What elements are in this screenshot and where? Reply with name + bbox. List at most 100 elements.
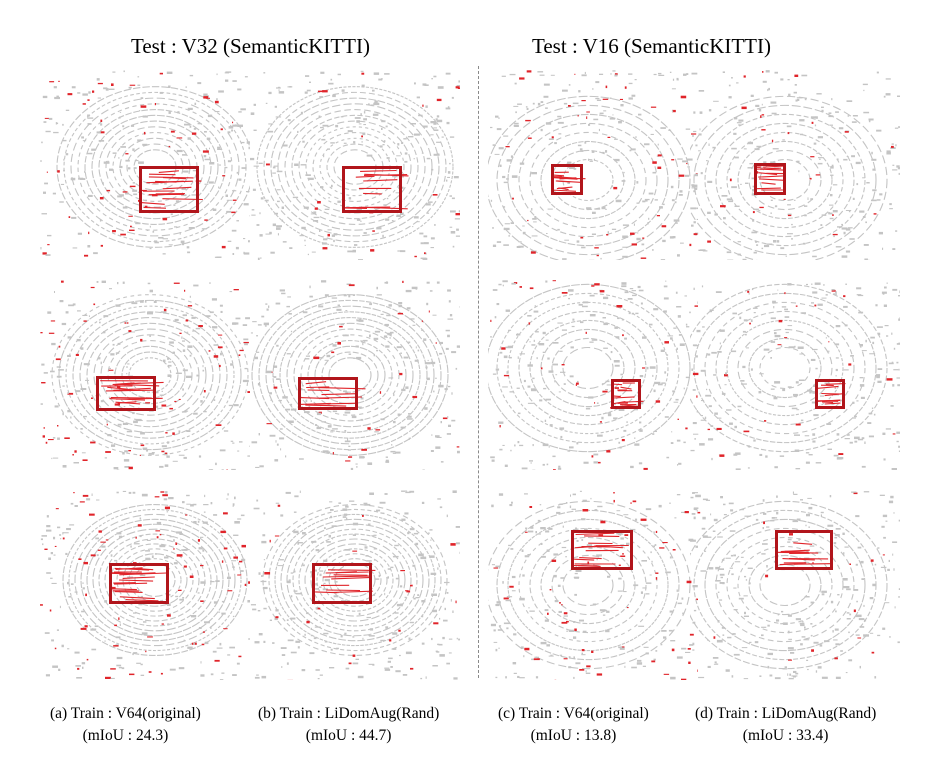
cloud-point xyxy=(349,500,355,502)
cloud-point xyxy=(122,125,125,128)
cloud-point xyxy=(130,125,135,127)
cloud-point xyxy=(834,628,839,631)
scan-ring xyxy=(496,292,680,444)
cloud-point xyxy=(862,83,868,86)
cloud-point xyxy=(810,358,816,361)
cloud-point xyxy=(877,380,882,383)
cloud-point xyxy=(570,346,574,349)
cloud-point xyxy=(669,236,674,239)
cloud-point xyxy=(435,118,438,121)
error-point xyxy=(553,469,556,470)
cloud-point xyxy=(897,641,900,644)
cloud-point xyxy=(80,428,83,430)
cloud-point xyxy=(674,201,677,204)
error-point xyxy=(529,287,534,290)
cloud-point xyxy=(448,300,451,303)
cloud-point xyxy=(811,283,813,285)
cloud-point xyxy=(183,639,185,641)
cloud-point xyxy=(654,199,658,201)
cloud-point xyxy=(715,580,721,582)
scan-ring xyxy=(690,95,888,260)
cloud-point xyxy=(521,549,524,552)
cloud-point xyxy=(638,289,644,292)
error-point xyxy=(140,105,147,108)
scan-ring xyxy=(270,97,440,237)
error-point xyxy=(529,506,533,508)
cloud-point xyxy=(603,296,609,300)
cloud-point xyxy=(50,370,55,373)
scan-ring xyxy=(518,527,658,643)
cloud-point xyxy=(253,507,260,510)
cloud-point xyxy=(799,119,805,122)
cloud-point xyxy=(146,229,149,231)
cloud-point xyxy=(787,647,794,650)
cloud-point xyxy=(810,623,813,625)
cloud-point xyxy=(273,365,278,368)
cloud-point xyxy=(856,287,862,290)
cloud-point xyxy=(440,421,442,424)
cloud-point xyxy=(352,522,359,526)
cloud-point xyxy=(692,649,695,651)
cloud-point xyxy=(733,653,740,656)
cloud-point xyxy=(408,413,411,415)
highlight-box xyxy=(754,163,786,195)
cloud-point xyxy=(275,440,277,443)
cloud-point xyxy=(699,111,703,114)
cloud-point xyxy=(75,390,81,393)
cloud-point xyxy=(243,251,245,255)
cloud-point xyxy=(269,434,276,437)
cloud-point xyxy=(331,297,338,299)
cloud-point xyxy=(43,121,47,123)
cloud-point xyxy=(297,542,300,545)
cloud-point xyxy=(383,204,388,206)
cloud-point xyxy=(291,595,293,598)
cloud-point xyxy=(548,655,554,657)
cloud-point xyxy=(557,322,563,324)
cloud-point xyxy=(803,639,810,641)
cloud-point xyxy=(689,311,691,314)
cloud-point xyxy=(182,314,187,317)
cloud-point xyxy=(285,491,291,494)
caption-c-metric: (mIoU : 13.8) xyxy=(530,727,617,744)
cloud-point xyxy=(813,414,819,417)
cloud-point xyxy=(576,540,579,542)
cloud-point xyxy=(184,170,189,173)
cloud-point xyxy=(595,81,600,84)
cloud-point xyxy=(451,419,456,422)
cloud-point xyxy=(393,393,395,397)
cloud-point xyxy=(696,207,698,210)
cloud-point xyxy=(695,144,698,147)
cloud-point xyxy=(236,662,240,665)
cloud-point xyxy=(579,619,584,622)
cloud-point xyxy=(679,343,685,346)
scan-ring xyxy=(551,554,625,616)
error-point xyxy=(367,427,371,430)
error-point xyxy=(724,374,728,377)
cloud-point xyxy=(795,381,799,384)
cloud-point xyxy=(673,219,680,222)
cloud-point xyxy=(85,379,90,381)
cloud-point xyxy=(394,612,399,614)
error-point xyxy=(202,631,205,633)
error-point xyxy=(596,673,603,676)
error-point xyxy=(197,539,200,542)
error-point xyxy=(743,75,746,78)
error-streak xyxy=(319,396,363,399)
cloud-point xyxy=(601,416,604,420)
error-point xyxy=(41,382,46,384)
error-point xyxy=(332,452,334,455)
cloud-point xyxy=(811,302,814,304)
cloud-point xyxy=(879,494,885,496)
cloud-point xyxy=(694,508,697,511)
cloud-point xyxy=(431,609,437,613)
cloud-point xyxy=(670,640,676,642)
cloud-point xyxy=(804,214,807,217)
error-point xyxy=(686,580,692,584)
cloud-point xyxy=(384,667,390,669)
cloud-point xyxy=(800,499,803,501)
cloud-point xyxy=(735,468,741,470)
cloud-point xyxy=(898,588,900,590)
cloud-point xyxy=(456,85,460,87)
error-point xyxy=(405,590,409,592)
cloud-point xyxy=(383,140,386,143)
